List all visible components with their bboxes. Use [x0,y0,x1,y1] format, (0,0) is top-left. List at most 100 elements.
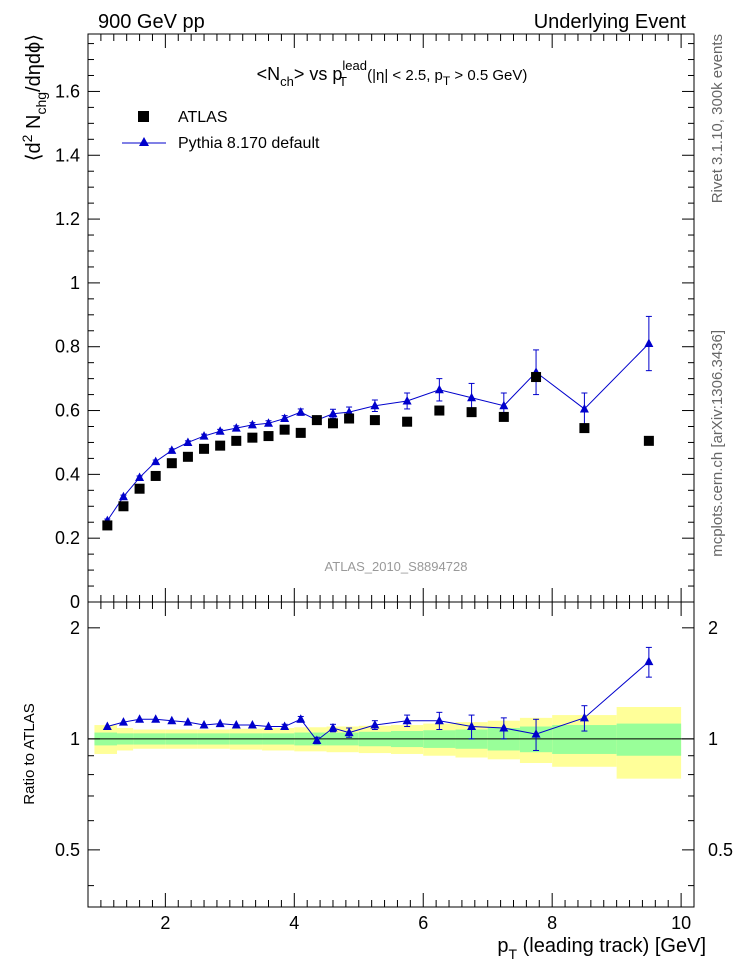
main-ytick-labels: 0 0.2 0.4 0.6 0.8 1 1.2 1.4 1.6 [55,81,80,612]
mc-point [296,407,306,416]
main-ytick-label: 0.2 [55,528,80,548]
ratio-xtick-label: 2 [160,913,170,933]
data-point [498,411,509,422]
data-point [327,418,338,429]
data-point [231,435,242,446]
mc-point [402,395,412,405]
ratio-mc-series [102,646,654,751]
data-point [369,415,380,426]
ratio-mc-point [579,712,589,722]
data-point [311,415,322,426]
mc-point [328,408,338,418]
main-panel: 0 0.2 0.4 0.6 0.8 1 1.2 1.4 1.6 [55,33,695,612]
ratio-xtick-label: 8 [547,913,557,933]
main-ytick-label: 0.8 [55,337,80,357]
main-axis-ticks [88,34,694,603]
ratio-mc-point [102,721,112,731]
ratio-mc-point [135,714,145,723]
ratio-mc-point [402,715,412,725]
legend: ATLAS Pythia 8.170 default [122,109,320,152]
mc-point [264,418,274,427]
mc-point [135,472,145,482]
main-ytick-label: 1.6 [55,81,80,101]
mc-point [579,403,589,413]
data-point [263,431,274,442]
data-series [102,372,654,531]
ratio-mc-point [167,715,177,725]
data-point [102,520,113,531]
data-point [295,427,306,438]
ratio-xtick-label: 6 [418,913,428,933]
data-point [199,443,210,454]
data-point [466,407,477,418]
ratio-mc-point [247,720,257,729]
data-point [344,413,355,424]
mc-point [118,491,128,501]
ratio-mc-point [215,718,225,728]
ratio-bands [94,707,682,779]
mc-point [280,413,290,423]
mc-point [499,400,509,410]
main-ylabel: ⟨d2 Nchg/dηdϕ⟩ [19,34,49,161]
ratio-mc-point [328,723,338,732]
mc-point [167,445,177,454]
legend-mc-label: Pythia 8.170 default [178,135,320,152]
plot-title: <Nch> vs plead T (|η| < 2.5, pT > 0.5 GeV… [257,58,528,89]
data-point [166,458,177,469]
legend-mc-marker [139,137,149,146]
mc-point [370,400,380,410]
ratio-mc-point [118,717,128,726]
ratio-ytick-label-left: 1 [70,729,80,749]
ratio-ytick-label-left: 2 [70,618,80,638]
ratio-xtick-label: 10 [671,913,691,933]
ratio-mc-point [231,720,241,729]
data-point [134,483,145,494]
data-point [531,372,542,383]
main-ytick-label: 1.2 [55,209,80,229]
mc-point [183,437,193,446]
mc-point [344,407,354,416]
ratio-mc-point [264,721,274,731]
ratio-frame [87,601,695,908]
xlabel: pT (leading track) [GeV] [497,935,706,962]
main-ytick-label: 1.4 [55,145,80,165]
mc-series [102,315,654,525]
data-point [434,405,445,416]
mc-point [247,419,257,429]
ratio-axis-ticks [88,602,694,907]
ratio-mc-line [107,661,650,742]
ratio-mc-point [312,735,322,744]
header-right: Underlying Event [534,11,687,33]
mc-point [199,431,209,440]
ratio-mc-point [199,720,209,729]
ratio-mc-point [151,714,161,723]
mc-point [231,423,241,432]
ratio-ylabel: Ratio to ATLAS [21,703,38,804]
ratio-ytick-label-right: 0.5 [708,840,733,860]
ratio-mc-point [499,723,509,732]
ratio-band-stat [616,723,682,756]
mc-point [644,338,654,348]
ratio-mc-point [434,715,444,725]
data-point [402,416,413,427]
data-point [579,423,590,434]
ratio-mc-point [183,717,193,726]
ratio-mc-point [467,721,477,731]
main-ytick-label: 0.6 [55,401,80,421]
ratio-ytick-label-right: 2 [708,618,718,638]
ratio-mc-point [344,727,354,737]
main-ytick-label: 0.4 [55,464,80,484]
header-left: 900 GeV pp [98,11,205,33]
main-ytick-label: 0 [70,592,80,612]
ratio-mc-point [531,729,541,738]
ratio-xtick-labels: 2 4 6 8 10 [160,913,691,933]
data-point [150,470,161,481]
data-point [215,440,226,451]
data-point [118,501,129,512]
mc-line [106,343,650,521]
ratio-ytick-label-right: 1 [708,729,718,749]
rivet-label: Rivet 3.1.10, 300k events [709,34,726,203]
data-point [643,435,654,446]
mc-point [434,384,444,394]
